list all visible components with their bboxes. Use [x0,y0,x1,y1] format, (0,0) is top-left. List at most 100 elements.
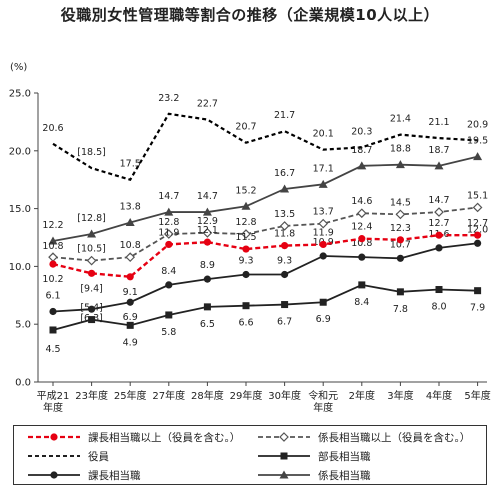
data-point [242,302,250,310]
data-point [395,209,406,220]
data-point [203,238,211,246]
data-point [396,254,404,262]
data-point [434,207,444,217]
data-label: 14.6 [351,196,372,207]
data-point [318,179,328,188]
data-point [358,281,366,289]
data-label: 19.5 [467,136,488,147]
data-label: [12.8] [77,213,106,224]
data-point [358,253,366,261]
series-line [52,233,478,279]
legend: 課長相当職以上（役員を含む。） 係長相当職以上（役員を含む。） 役員 部長相当職 課長相… [13,425,487,485]
data-point [164,207,174,216]
data-label: 4.5 [45,344,60,355]
data-label: 7.8 [393,304,408,315]
data-point [396,288,404,296]
x-tick-label: 5年度 [464,389,490,402]
data-label: 6.6 [238,318,253,329]
data-label: 14.7 [428,195,449,206]
data-label: 21.4 [390,114,411,125]
data-point [165,281,173,289]
data-label: 20.6 [42,123,63,134]
legend-label: 係長相当職 [318,469,371,482]
legend-swatch [258,452,310,460]
data-point [435,231,443,239]
data-label: 22.7 [197,99,218,110]
data-point [319,240,327,249]
series-line [52,206,478,262]
data-label: 12.7 [467,218,488,229]
x-tick-label: 23年度 [75,389,108,402]
x-tick-label: 29年度 [230,389,263,402]
data-point [241,201,251,210]
legend-swatch [258,470,310,479]
x-tick-label: 2年度 [349,389,375,402]
data-label: 12.9 [197,216,218,227]
data-point [281,301,289,309]
data-point [472,202,483,213]
data-label: 17.5 [120,159,141,170]
data-label: 10.2 [42,274,63,285]
data-point [474,231,482,239]
data-point [49,307,57,316]
legend-label: 課長相当職以上（役員を含む。） [88,431,241,444]
data-point [126,321,134,329]
data-point [203,303,211,311]
data-point [49,260,57,268]
x-tick-label: 3年度 [387,389,413,402]
series-0: 10.2 [9.4] 9.1 11.9 12.1 11.5 11.8 11.9 12.4 12.3… [42,218,488,298]
data-label: 12.7 [428,218,449,229]
series-line [52,155,478,242]
legend-swatch [28,455,80,457]
legend-swatch [258,432,310,442]
series-2: 20.6 [18.5] 17.5 23.2 22.7 20.7 21.7 20.1 20.3 21… [42,93,488,182]
series-line [52,283,478,331]
data-label: 14.7 [197,191,218,202]
data-point [86,255,97,266]
x-tick-label: 28年度 [191,389,224,402]
y-tick-label: 0.0 [15,378,31,389]
legend-item: 課長相当職 [26,467,141,483]
data-label: 20.7 [235,122,256,133]
y-tick-label: 5.0 [15,320,31,331]
data-label: 7.9 [470,303,485,314]
data-point [165,311,173,319]
data-label: 23.2 [158,93,179,104]
data-label: 12.8 [235,217,256,228]
data-point [165,240,173,249]
data-label: 11.9 [313,227,334,238]
data-label: 5.8 [161,327,176,338]
data-point [358,235,366,243]
data-label: 6.7 [277,317,292,328]
series-5: 12.2 [12.8] 13.8 14.7 14.7 15.2 16.7 17.1 18.7 18… [42,136,488,245]
data-label: 8.4 [354,297,369,308]
data-point [202,228,213,238]
data-label: [10.5] [77,244,106,255]
series-layer: 20.6 [18.5] 17.5 23.2 22.7 20.7 21.7 20.1 20.3 21… [42,93,488,355]
data-label: 18.8 [390,144,411,155]
data-point [396,236,404,244]
data-point [319,298,327,306]
data-point [49,326,57,334]
data-label: 10.7 [390,239,411,250]
data-label: 18.7 [351,145,372,156]
data-point [125,252,136,263]
data-point [473,152,483,161]
data-point [242,245,250,253]
data-point [474,239,482,247]
data-point [202,207,212,216]
legend-label: 部長相当職 [318,450,371,463]
data-point [435,286,443,294]
data-label: 12.4 [351,222,372,233]
data-label: 14.5 [390,197,411,208]
data-label: 6.1 [45,290,60,301]
x-tick-label: 4年度 [426,389,452,402]
legend-label: 課長相当職 [88,469,141,482]
data-label: [6.3] [80,313,103,324]
data-point [48,236,58,245]
series-3: 4.5[5.4]4.95.86.56.66.76.98.47.88.07.9 [45,281,485,355]
legend-item: 部長相当職 [256,448,371,464]
legend-label: 係長相当職以上（役員を含む。） [318,431,471,444]
